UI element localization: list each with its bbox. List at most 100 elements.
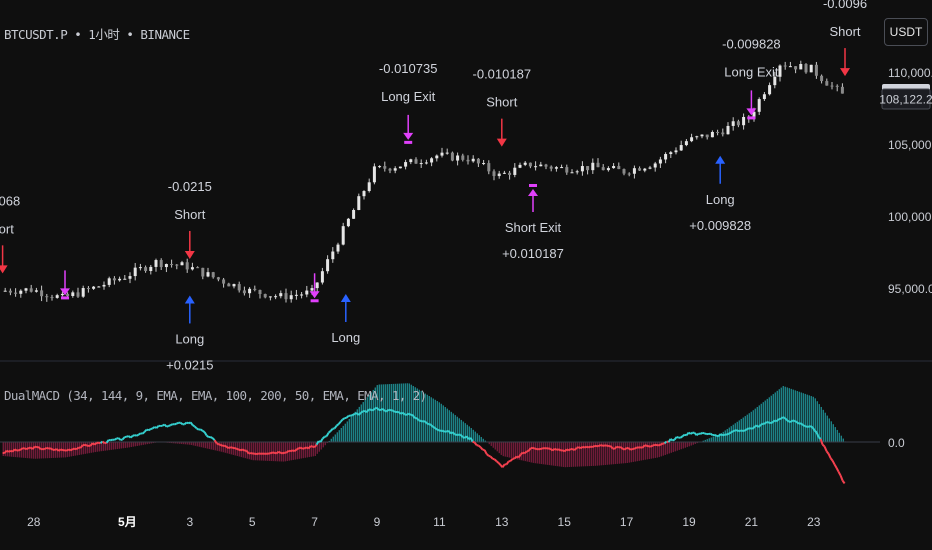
histogram-bar bbox=[616, 442, 618, 464]
macd-line-segment bbox=[307, 445, 312, 450]
histogram-bar bbox=[772, 394, 774, 442]
macd-line-segment bbox=[86, 444, 89, 447]
signal-label: +0.0215 bbox=[166, 357, 213, 372]
histogram-bar bbox=[590, 442, 592, 467]
histogram-bar bbox=[86, 442, 88, 454]
macd-line-segment bbox=[488, 454, 492, 458]
histogram-bar bbox=[340, 428, 342, 442]
candle-body bbox=[372, 166, 376, 183]
macd-line-segment bbox=[91, 442, 96, 446]
macd-line-segment bbox=[839, 475, 844, 481]
histogram-bar bbox=[146, 442, 148, 445]
macd-line-segment bbox=[66, 448, 70, 452]
histogram-bar bbox=[774, 392, 776, 442]
histogram-bar bbox=[92, 442, 94, 453]
histogram-bar bbox=[186, 442, 188, 445]
candle-body bbox=[419, 163, 423, 165]
macd-line-segment bbox=[19, 447, 24, 451]
macd-line-segment bbox=[136, 433, 140, 437]
histogram-bar bbox=[446, 408, 448, 442]
histogram-bar bbox=[320, 442, 322, 450]
candle-body bbox=[435, 155, 439, 159]
macd-line-segment bbox=[238, 448, 241, 452]
candle-body bbox=[716, 131, 720, 133]
candle-body bbox=[840, 86, 844, 94]
histogram-bar bbox=[624, 442, 626, 464]
candle-body bbox=[404, 162, 408, 167]
histogram-bar bbox=[46, 442, 48, 459]
macd-line-segment bbox=[282, 451, 285, 455]
histogram-bar bbox=[654, 442, 656, 458]
macd-line-segment bbox=[634, 446, 638, 450]
macd-line-segment bbox=[509, 458, 514, 462]
histogram-bar bbox=[642, 442, 644, 461]
candle-body bbox=[268, 296, 272, 298]
macd-line-segment bbox=[517, 454, 522, 458]
candle-body bbox=[14, 292, 18, 294]
macd-line-segment bbox=[442, 429, 446, 433]
candle-body bbox=[331, 251, 335, 260]
histogram-bar bbox=[130, 442, 132, 448]
histogram-bar bbox=[202, 442, 204, 448]
price-axis-tick: 95,000.0 bbox=[888, 282, 932, 296]
histogram-bar bbox=[360, 404, 362, 442]
macd-line-segment bbox=[132, 434, 135, 437]
signal-label: Long Exit bbox=[724, 64, 779, 79]
macd-line-segment bbox=[318, 440, 321, 443]
macd-line-segment bbox=[186, 421, 189, 425]
macd-line-segment bbox=[501, 463, 506, 468]
candle-body bbox=[799, 64, 803, 70]
histogram-bar bbox=[38, 442, 40, 459]
macd-line-segment bbox=[831, 460, 836, 466]
histogram-bar bbox=[780, 387, 782, 442]
macd-line-segment bbox=[189, 421, 194, 426]
macd-line-segment bbox=[795, 421, 800, 425]
macd-line-segment bbox=[60, 448, 63, 452]
candle-body bbox=[128, 276, 132, 279]
macd-line-segment bbox=[700, 431, 704, 435]
time-axis-tick: 5月 bbox=[118, 515, 137, 529]
macd-line-segment bbox=[551, 447, 556, 452]
histogram-bar bbox=[632, 442, 634, 462]
candle-body bbox=[627, 173, 631, 175]
currency-button[interactable]: USDT bbox=[884, 18, 928, 46]
candle-body bbox=[549, 166, 553, 169]
exit-marker bbox=[310, 299, 319, 303]
candle-body bbox=[528, 162, 532, 167]
histogram-bar bbox=[220, 442, 222, 452]
candle-body bbox=[206, 272, 210, 277]
candle-body bbox=[393, 168, 397, 171]
histogram-bar bbox=[544, 442, 546, 465]
indicator-label[interactable]: DualMACD (34, 144, 9, EMA, EMA, 100, 200… bbox=[4, 388, 427, 403]
histogram-bar bbox=[358, 406, 360, 442]
exit-arrow-head bbox=[60, 288, 70, 296]
histogram-bar bbox=[840, 435, 842, 442]
signal-label: Short Exit bbox=[505, 220, 562, 235]
candle-body bbox=[445, 152, 449, 154]
histogram-bar bbox=[428, 396, 430, 442]
histogram-bar bbox=[26, 442, 28, 459]
macd-line-segment bbox=[302, 447, 305, 450]
macd-line-segment bbox=[447, 430, 452, 435]
histogram-bar bbox=[478, 435, 480, 442]
macd-line-segment bbox=[685, 431, 690, 436]
histogram-bar bbox=[818, 404, 820, 442]
histogram-bar bbox=[560, 442, 562, 467]
macd-line-segment bbox=[138, 432, 142, 436]
macd-line-segment bbox=[337, 421, 342, 425]
macd-line-segment bbox=[755, 424, 760, 428]
histogram-bar bbox=[300, 442, 302, 459]
signal-label: 11068 bbox=[0, 193, 20, 208]
candle-body bbox=[310, 288, 314, 291]
macd-line-segment bbox=[11, 448, 16, 453]
histogram-bar bbox=[88, 442, 90, 454]
macd-line-segment bbox=[234, 447, 237, 450]
histogram-bar bbox=[490, 442, 492, 446]
candle-body bbox=[440, 152, 444, 156]
macd-line-segment bbox=[292, 449, 295, 453]
histogram-bar bbox=[572, 442, 574, 467]
short-arrow-head bbox=[184, 250, 195, 259]
signal-label: Long bbox=[175, 331, 204, 346]
candle-body bbox=[820, 75, 824, 82]
